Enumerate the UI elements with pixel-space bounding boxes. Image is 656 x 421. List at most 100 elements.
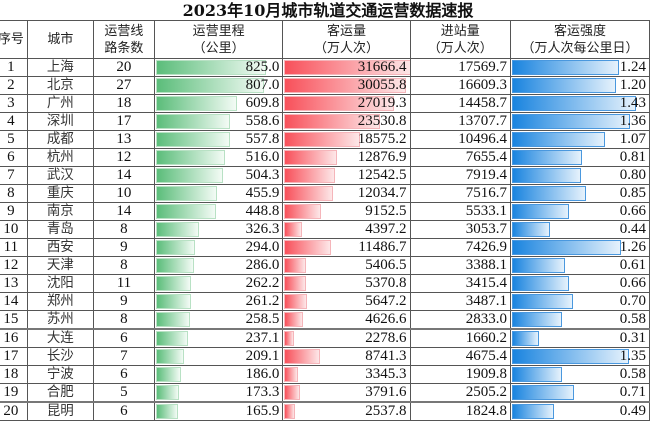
passengers-databar <box>284 168 336 183</box>
cell-lines: 14 <box>92 202 155 221</box>
cell-seq: 11 <box>0 238 28 257</box>
cell-mileage: 609.8 <box>153 94 284 113</box>
passengers-value: 12034.7 <box>357 185 407 202</box>
mileage-databar <box>155 404 179 419</box>
passengers-value: 5406.5 <box>365 257 407 274</box>
table-body: 1 上海 20 825.0 31666.4 17569.7 1.24 2 北京 27 807.0 30… <box>0 58 651 421</box>
cell-city: 长沙 <box>26 347 94 366</box>
mileage-value: 455.9 <box>245 185 280 202</box>
passengers-databar <box>284 294 308 309</box>
passengers-value: 27019.3 <box>357 95 407 112</box>
cell-passengers: 5370.8 <box>282 274 411 293</box>
cell-passengers: 2537.8 <box>282 401 411 421</box>
cell-lines: 8 <box>92 310 155 330</box>
cell-seq: 20 <box>0 401 28 421</box>
cell-intensity: 0.44 <box>509 220 651 239</box>
cell-passengers: 5406.5 <box>282 256 411 275</box>
cell-lines: 6 <box>92 365 155 384</box>
intensity-value: 0.31 <box>619 330 646 346</box>
cell-seq: 7 <box>0 166 28 185</box>
cell-passengers: 4626.6 <box>282 310 411 330</box>
intensity-databar <box>511 186 586 201</box>
cell-mileage: 557.8 <box>153 130 284 149</box>
cell-city: 西安 <box>26 238 94 257</box>
cell-city: 合肥 <box>26 383 94 403</box>
passengers-databar <box>284 240 331 255</box>
cell-lines: 13 <box>92 130 155 149</box>
cell-city: 宁波 <box>26 365 94 384</box>
passengers-databar <box>284 96 394 111</box>
mileage-databar <box>155 276 191 291</box>
cell-seq: 13 <box>0 274 28 293</box>
mileage-value: 516.0 <box>245 149 280 166</box>
cell-intensity: 0.31 <box>509 328 651 348</box>
cell-passengers: 3791.6 <box>282 383 411 403</box>
cell-intensity: 0.66 <box>509 202 651 221</box>
intensity-value: 0.80 <box>619 167 646 184</box>
cell-lines: 9 <box>92 238 155 257</box>
cell-intensity: 1.36 <box>509 112 651 131</box>
cell-seq: 14 <box>0 292 28 311</box>
passengers-databar <box>284 60 410 75</box>
cell-entries: 13707.7 <box>409 112 511 131</box>
cell-intensity: 1.43 <box>509 94 651 113</box>
cell-passengers: 31666.4 <box>282 58 411 77</box>
cell-lines: 7 <box>92 347 155 366</box>
mileage-databar <box>155 331 188 346</box>
cell-entries: 7426.9 <box>409 238 511 257</box>
header-intensity: 客运强度 （万人次每公里日） <box>509 20 651 59</box>
cell-mileage: 516.0 <box>153 148 284 167</box>
mileage-databar <box>155 78 264 93</box>
passengers-value: 3345.3 <box>365 366 407 383</box>
cell-lines: 17 <box>92 112 155 131</box>
cell-mileage: 165.9 <box>153 401 284 421</box>
passengers-value: 9152.5 <box>365 203 407 220</box>
cell-city: 大连 <box>26 328 94 348</box>
intensity-databar <box>511 60 620 75</box>
cell-passengers: 30055.8 <box>282 76 411 95</box>
mileage-value: 294.0 <box>245 239 280 256</box>
mileage-databar <box>155 294 191 309</box>
cell-mileage: 294.0 <box>153 238 284 257</box>
cell-seq: 19 <box>0 383 28 403</box>
table-row: 11 西安 9 294.0 11486.7 7426.9 1.26 <box>0 238 651 257</box>
passengers-databar <box>284 204 322 219</box>
cell-lines: 6 <box>92 401 155 421</box>
intensity-value: 1.26 <box>619 239 646 256</box>
mileage-value: 609.8 <box>245 95 280 112</box>
mileage-databar <box>155 132 231 147</box>
cell-lines: 8 <box>92 220 155 239</box>
cell-passengers: 2278.6 <box>282 328 411 348</box>
cell-passengers: 8741.3 <box>282 347 411 366</box>
mileage-value: 557.8 <box>245 131 280 148</box>
cell-mileage: 258.5 <box>153 310 284 330</box>
cell-seq: 1 <box>0 58 28 77</box>
cell-intensity: 0.61 <box>509 256 651 275</box>
table-row: 2 北京 27 807.0 30055.8 16609.3 1.20 <box>0 76 651 95</box>
passengers-databar <box>284 404 295 419</box>
passengers-value: 31666.4 <box>357 59 407 76</box>
passengers-databar <box>284 331 294 346</box>
mileage-value: 209.1 <box>245 348 280 365</box>
cell-passengers: 27019.3 <box>282 94 411 113</box>
cell-seq: 18 <box>0 365 28 384</box>
table-row: 14 郑州 9 261.2 5647.2 3487.1 0.70 <box>0 292 651 311</box>
cell-seq: 15 <box>0 310 28 330</box>
cell-city: 青岛 <box>26 220 94 239</box>
passengers-value: 5647.2 <box>365 293 407 310</box>
mileage-databar <box>155 258 195 273</box>
intensity-databar <box>511 150 583 165</box>
cell-passengers: 4397.2 <box>282 220 411 239</box>
table-row: 9 南京 14 448.8 9152.5 5533.1 0.66 <box>0 202 651 221</box>
passengers-databar <box>284 385 300 400</box>
table-row: 4 深圳 17 558.6 23530.8 13707.7 1.36 <box>0 112 651 131</box>
cell-lines: 20 <box>92 58 155 77</box>
cell-entries: 7919.4 <box>409 166 511 185</box>
passengers-value: 12876.9 <box>357 149 407 166</box>
cell-entries: 17569.7 <box>409 58 511 77</box>
cell-seq: 3 <box>0 94 28 113</box>
table-row: 15 苏州 8 258.5 4626.6 2833.0 0.58 <box>0 310 651 330</box>
passengers-value: 2537.8 <box>365 403 407 419</box>
mileage-databar <box>155 114 231 129</box>
metro-data-table: 序号 城市 运营线 路条数 运营里程 （公里） 客运量 （万人次） 进站量 （万人次） … <box>0 20 651 421</box>
